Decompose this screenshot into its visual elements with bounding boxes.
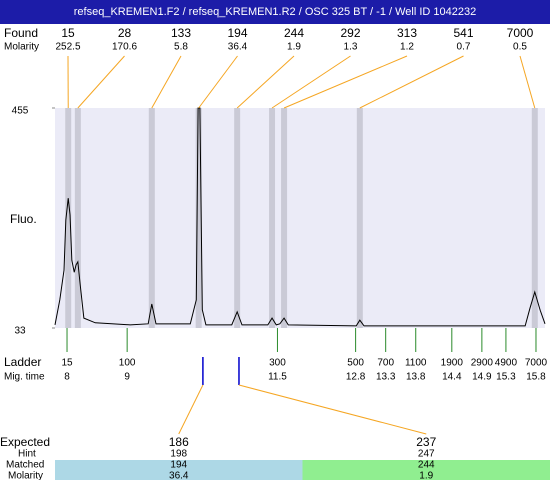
plot-area — [55, 108, 545, 328]
mig-time-label: Mig. time — [4, 372, 45, 383]
expected-box — [302, 460, 550, 480]
peak-molarity: 252.5 — [55, 42, 80, 53]
peak-molarity: 1.3 — [344, 42, 358, 53]
peak-band — [234, 108, 241, 328]
ladder-label: Ladder — [4, 355, 41, 369]
peak-band — [531, 108, 538, 328]
ladder-size: 100 — [119, 358, 136, 369]
expected-molarity: 1.9 — [419, 471, 433, 480]
peak-size: 7000 — [507, 26, 534, 40]
header-bar — [0, 0, 550, 24]
peak-size: 133 — [171, 26, 191, 40]
matched-label: Matched — [6, 460, 44, 471]
peak-molarity: 170.6 — [112, 42, 137, 53]
ladder-time: 13.8 — [406, 372, 426, 383]
peak-size: 541 — [453, 26, 473, 40]
ladder-size: 7000 — [525, 358, 548, 369]
expected-link — [238, 384, 427, 435]
peak-link — [271, 55, 351, 109]
peak-link — [359, 55, 464, 109]
expected-box — [55, 460, 303, 480]
ladder-size: 700 — [377, 358, 394, 369]
expected-size: 186 — [169, 435, 189, 449]
ladder-time: 15.3 — [496, 372, 516, 383]
header-title: refseq_KREMEN1.F2 / refseq_KREMEN1.R2 / … — [74, 6, 477, 18]
y-tick-label: 33 — [14, 326, 26, 337]
peak-band — [281, 108, 288, 328]
peak-link — [519, 55, 536, 109]
ladder-time: 14.4 — [442, 372, 462, 383]
ladder-size: 500 — [347, 358, 364, 369]
ladder-time: 12.8 — [346, 372, 366, 383]
ladder-size: 1900 — [441, 358, 464, 369]
expected-size: 237 — [416, 435, 436, 449]
peak-band — [356, 108, 363, 328]
peak-link — [236, 55, 295, 109]
peak-molarity: 1.2 — [400, 42, 414, 53]
ladder-size: 300 — [269, 358, 286, 369]
ladder-time: 15.8 — [526, 372, 546, 383]
hint-label: Hint — [18, 449, 36, 460]
expected-hint: 198 — [170, 449, 187, 460]
peak-molarity: 36.4 — [228, 42, 248, 53]
peak-link — [77, 55, 125, 109]
peak-link — [151, 55, 182, 109]
peak-link — [198, 55, 238, 109]
ladder-time: 8 — [64, 372, 70, 383]
expected-matched: 194 — [170, 460, 187, 471]
peak-band — [65, 108, 72, 328]
peak-size: 244 — [284, 26, 304, 40]
expected-label: Expected — [0, 435, 50, 449]
peak-size: 28 — [118, 26, 132, 40]
expected-molarity: 36.4 — [169, 471, 189, 480]
peak-size: 313 — [397, 26, 417, 40]
molarity-label: Molarity — [4, 42, 39, 53]
y-tick-label: 455 — [12, 106, 29, 117]
ladder-time: 14.9 — [472, 372, 492, 383]
ladder-time: 13.3 — [376, 372, 396, 383]
ladder-time: 9 — [124, 372, 130, 383]
peak-link — [283, 55, 408, 109]
ladder-size: 2900 — [471, 358, 494, 369]
peak-size: 194 — [227, 26, 247, 40]
expected-hint: 247 — [418, 449, 435, 460]
peak-band — [195, 108, 202, 328]
expected-matched: 244 — [418, 460, 435, 471]
ladder-size: 4900 — [495, 358, 518, 369]
peak-band — [74, 108, 81, 328]
expected-link — [178, 384, 204, 435]
peak-size: 15 — [61, 26, 75, 40]
peak-molarity: 5.8 — [174, 42, 188, 53]
peak-band — [269, 108, 276, 328]
peak-size: 292 — [340, 26, 360, 40]
peak-molarity: 1.9 — [287, 42, 301, 53]
ladder-time: 11.5 — [268, 372, 287, 383]
peak-molarity: 0.7 — [457, 42, 471, 53]
ladder-size: 1100 — [405, 358, 427, 369]
ladder-size: 15 — [61, 358, 73, 369]
fluo-label: Fluo. — [10, 212, 37, 226]
peak-band — [148, 108, 155, 328]
molarity-expected-label: Molarity — [8, 471, 43, 480]
found-label: Found — [4, 26, 38, 40]
peak-molarity: 0.5 — [513, 42, 527, 53]
